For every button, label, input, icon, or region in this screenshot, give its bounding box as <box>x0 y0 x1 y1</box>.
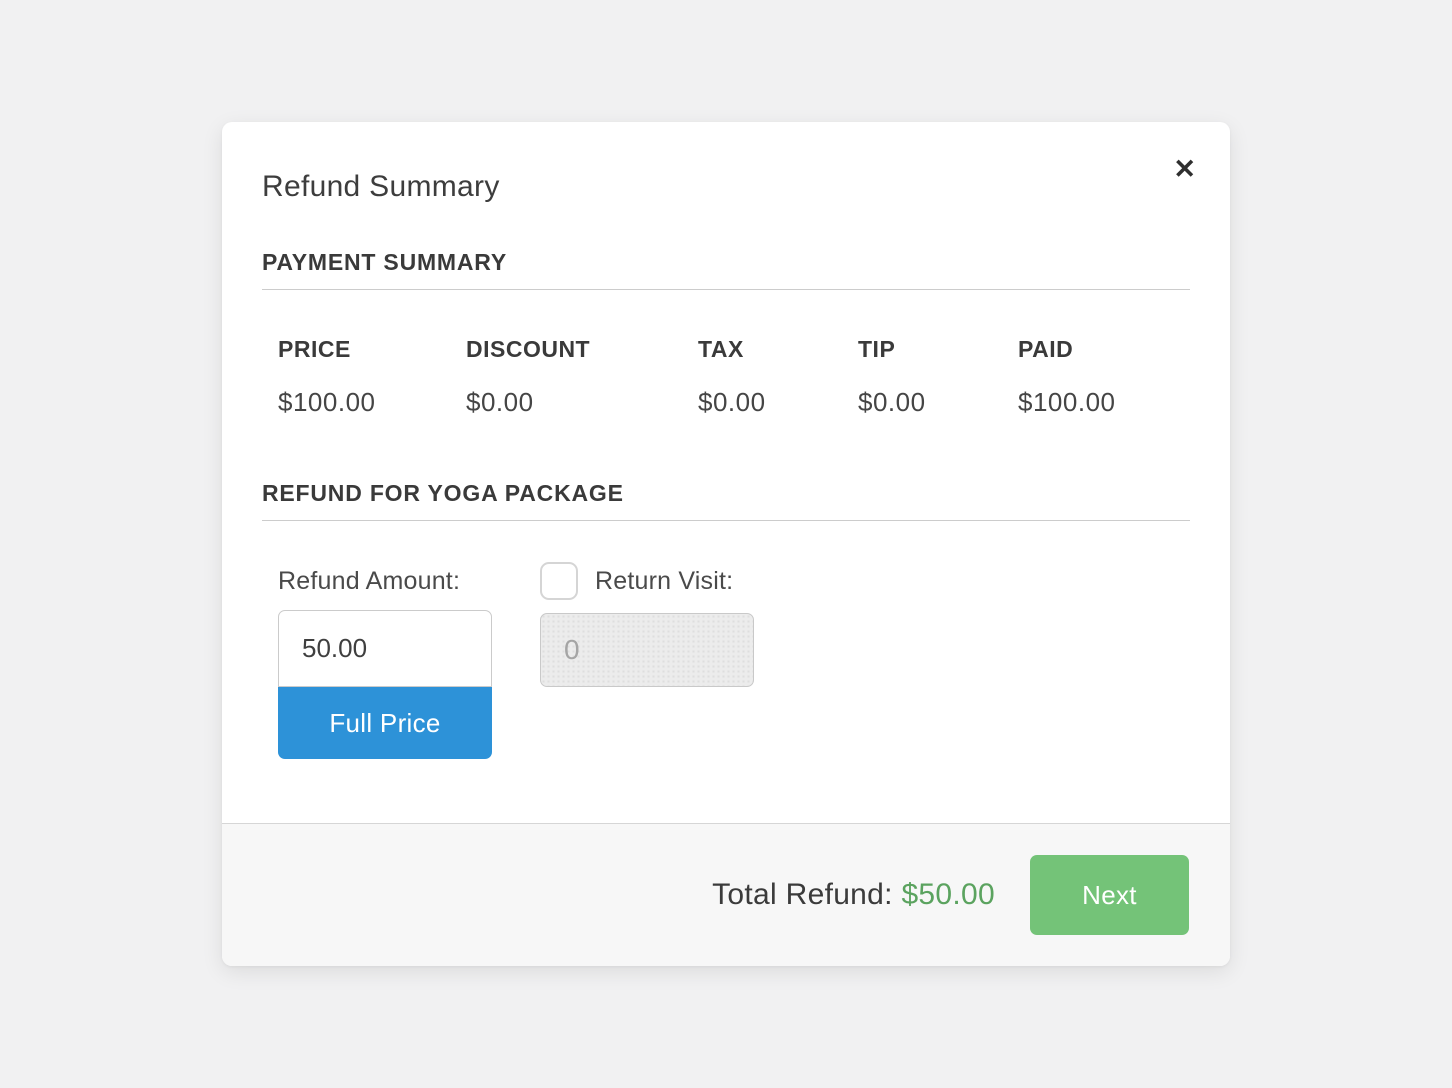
price-column: PRICE $100.00 <box>278 337 466 417</box>
full-price-button[interactable]: Full Price <box>278 687 492 759</box>
price-header: PRICE <box>278 336 351 362</box>
tax-column: TAX $0.00 <box>698 337 858 417</box>
payment-summary-table: PRICE $100.00 DISCOUNT $0.00 TAX $0.00 T… <box>262 337 1190 417</box>
return-visit-label: Return Visit: <box>595 566 734 595</box>
paid-column: PAID $100.00 <box>1018 337 1190 417</box>
return-visit-input[interactable] <box>540 613 754 687</box>
refund-amount-group: Full Price <box>278 610 492 759</box>
refund-inputs-row: Full Price <box>262 610 1190 759</box>
total-refund-text: Total Refund: $50.00 <box>712 878 995 912</box>
refund-amount-label: Refund Amount: <box>278 566 461 595</box>
modal-footer: Total Refund: $50.00 Next <box>222 823 1230 966</box>
tax-header: TAX <box>698 336 744 362</box>
tip-value: $0.00 <box>858 387 926 417</box>
tip-header: TIP <box>858 336 896 362</box>
tip-column: TIP $0.00 <box>858 337 1018 417</box>
discount-column: DISCOUNT $0.00 <box>466 337 698 417</box>
modal-body: ✕ Refund Summary PAYMENT SUMMARY PRICE $… <box>222 122 1230 823</box>
refund-package-heading: REFUND FOR YOGA PACKAGE <box>262 481 1190 521</box>
paid-value: $100.00 <box>1018 387 1116 417</box>
discount-header: DISCOUNT <box>466 336 591 362</box>
next-button[interactable]: Next <box>1030 855 1189 935</box>
refund-amount-input[interactable] <box>278 610 492 687</box>
total-refund-value: $50.00 <box>901 878 995 911</box>
payment-summary-heading: PAYMENT SUMMARY <box>262 250 1190 290</box>
tax-value: $0.00 <box>698 387 766 417</box>
modal-title: Refund Summary <box>262 170 500 203</box>
discount-value: $0.00 <box>466 387 534 417</box>
refund-labels-row: Refund Amount: Return Visit: <box>262 562 1190 600</box>
close-icon[interactable]: ✕ <box>1173 154 1196 184</box>
paid-header: PAID <box>1018 336 1074 362</box>
total-refund-label: Total Refund: <box>712 878 893 911</box>
return-visit-checkbox[interactable] <box>540 562 578 600</box>
price-value: $100.00 <box>278 387 376 417</box>
refund-summary-modal: ✕ Refund Summary PAYMENT SUMMARY PRICE $… <box>222 122 1230 966</box>
